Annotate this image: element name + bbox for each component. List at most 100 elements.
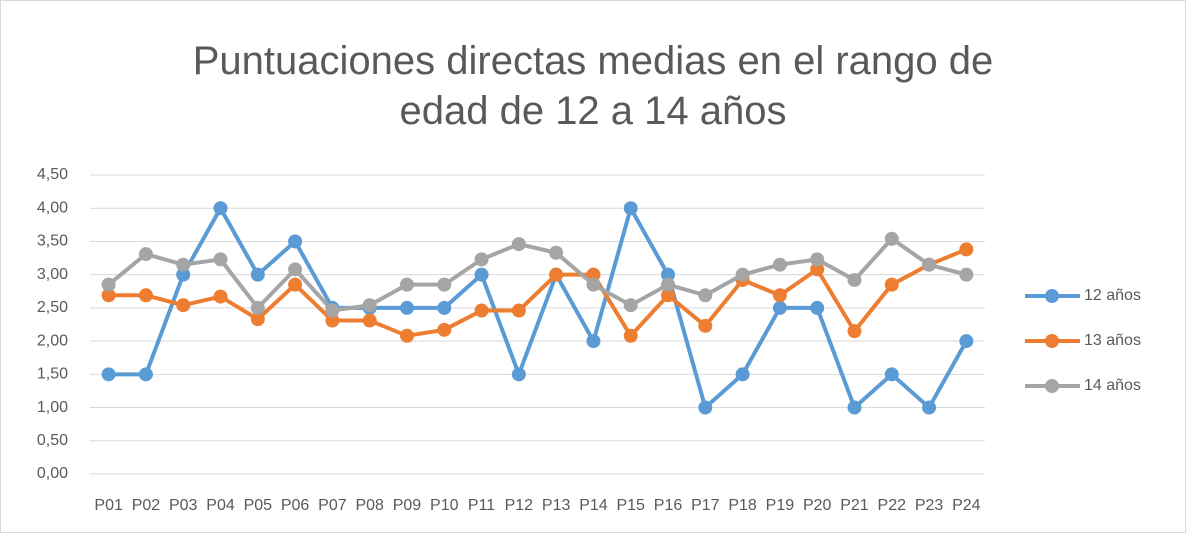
x-tick-label: P10 [430,497,459,514]
data-point [399,328,414,343]
legend-marker [1045,334,1059,348]
y-tick-label: 0,00 [37,465,68,482]
x-tick-label: P15 [616,497,645,514]
x-tick-label: P12 [505,497,534,514]
y-tick-label: 2,00 [37,332,68,349]
data-point [474,303,489,318]
data-point [250,267,265,282]
data-point [922,400,937,415]
legend-label: 12 años [1084,287,1141,304]
x-tick-label: P24 [952,497,981,514]
data-point [698,318,713,333]
legend-marker [1045,289,1059,303]
data-point [176,298,191,313]
data-point [474,267,489,282]
series-line [107,236,967,313]
y-tick-label: 0,50 [37,432,68,449]
x-tick-label: P19 [766,497,795,514]
data-point [884,277,899,292]
data-point [362,313,377,328]
data-point [101,277,116,292]
data-point [810,252,825,267]
data-point [325,313,340,328]
series-line [108,206,969,410]
data-point [437,322,452,337]
data-point [138,288,153,303]
x-tick-label: P07 [318,497,347,514]
data-point [250,312,265,327]
x-tick-label: P17 [691,497,720,514]
data-point [549,245,564,260]
x-tick-label: P02 [132,497,161,514]
data-point [325,303,340,318]
y-tick-label: 2,50 [37,299,68,316]
data-point [176,267,191,282]
data-point [959,242,974,257]
x-tick-label: P04 [206,497,235,514]
y-tick-label: 3,50 [37,233,68,250]
x-tick-label: P11 [468,497,495,514]
x-tick-label: P16 [654,497,683,514]
x-tick-label: P22 [878,497,907,514]
y-tick-label: 1,50 [37,366,68,383]
data-point [138,247,153,262]
data-point [661,277,676,292]
data-point [138,367,153,382]
data-point [959,334,974,349]
data-point [623,298,638,313]
x-tick-label: P09 [393,497,422,514]
x-tick-label: P06 [281,497,310,514]
legend-label: 13 años [1084,332,1141,349]
data-point [586,267,601,282]
data-point [213,201,228,216]
data-point [101,367,116,382]
data-point [511,303,526,318]
series-line [108,247,968,338]
data-point [772,300,787,315]
data-point [288,262,303,277]
data-point [810,300,825,315]
data-point [661,288,676,303]
data-point [698,400,713,415]
data-point [288,234,303,249]
data-point [549,267,564,282]
data-point [623,328,638,343]
legend-label: 14 años [1084,377,1141,394]
data-point [959,267,974,282]
data-point [250,300,265,315]
data-point [213,289,228,304]
data-point [884,231,899,246]
data-point [288,277,303,292]
data-point [884,367,899,382]
data-point [922,257,937,272]
x-tick-label: P05 [244,497,273,514]
data-point [399,300,414,315]
data-point [437,300,452,315]
y-tick-label: 4,50 [37,166,68,183]
data-point [101,288,116,303]
x-tick-label: P21 [840,497,869,514]
data-point [176,257,191,272]
data-point [437,277,452,292]
data-point [661,267,676,282]
data-point [772,288,787,303]
data-point [586,334,601,349]
x-tick-label: P13 [542,497,571,514]
data-point [847,400,862,415]
x-tick-label: P03 [169,497,198,514]
y-tick-label: 1,00 [37,399,68,416]
data-point [735,267,750,282]
data-point [735,367,750,382]
data-point [511,367,526,382]
legend-marker [1045,379,1059,393]
data-point [847,272,862,287]
x-tick-label: P20 [803,497,832,514]
x-tick-label: P18 [728,497,757,514]
data-point [623,201,638,216]
data-point [399,277,414,292]
x-tick-label: P14 [579,497,608,514]
x-tick-label: P08 [355,497,384,514]
